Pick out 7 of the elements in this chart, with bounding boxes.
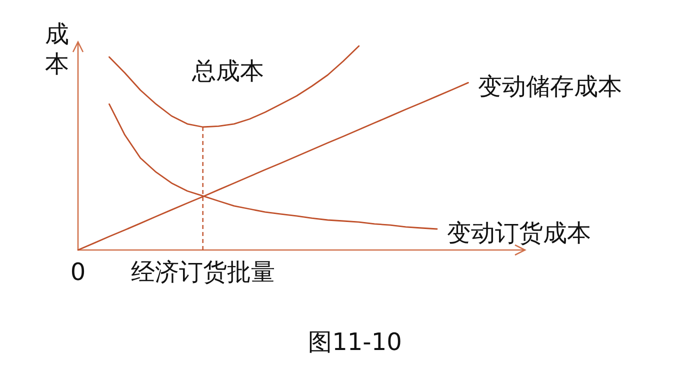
series-label: 总成本 — [190, 56, 264, 85]
x-tick-label: 0 — [70, 258, 86, 286]
y-axis-title: 成本 — [45, 20, 69, 78]
caption: 图11-10 — [308, 328, 402, 356]
x-tick-label: 经济订货批量 — [130, 258, 275, 286]
series-label: 变动订货成本 — [446, 218, 591, 247]
series-label: 变动储存成本 — [478, 72, 622, 101]
